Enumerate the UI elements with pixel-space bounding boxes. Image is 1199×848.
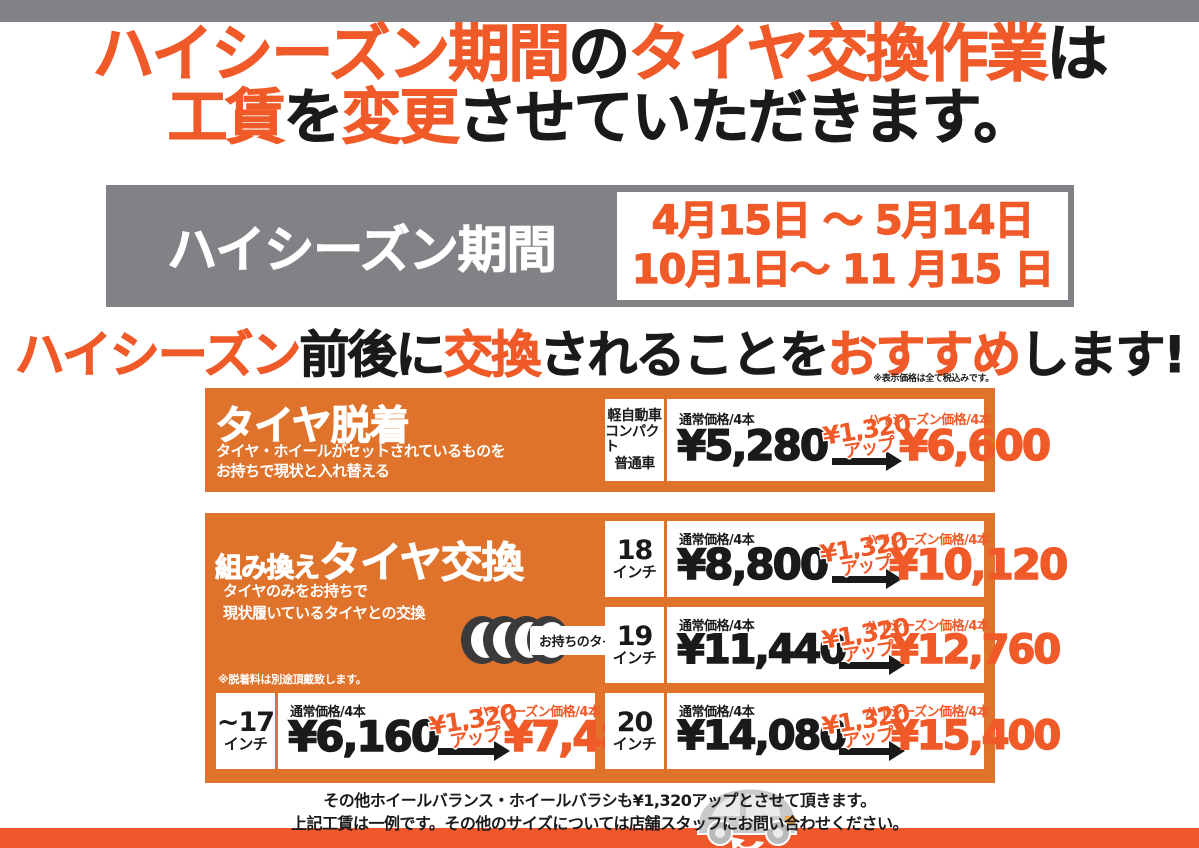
price-group: 通常価格/4本 ¥6,160 ¥1,320 アップ ハイシーズン価格/4本 ¥7… (278, 693, 657, 769)
price-arrow-icon (839, 741, 905, 761)
normal-price-label: 通常価格/4本 (679, 705, 755, 720)
headline-seg-3: タイヤ交換作業 (628, 17, 1049, 90)
size-cell: ~17 インチ (216, 693, 278, 769)
price-box-19inch: 19 インチ 通常価格/4本 ¥11,440 ¥1,320 アップ ハイシーズン… (605, 607, 1062, 683)
panel-2-subtitle-line-1: タイヤのみをお持ちで (223, 582, 368, 600)
normal-price-value: ¥11,440 (676, 627, 848, 673)
size-line-1: 軽自動車 (607, 407, 663, 424)
price-group: 通常価格/4本 ¥8,800 ¥1,320 アップ ハイシーズン価格/4本 ¥1… (667, 521, 1069, 597)
size-number: 18 (616, 534, 654, 566)
price-arrow-icon (839, 655, 905, 675)
high-price-label: ハイシーズン価格/4本 (865, 533, 990, 548)
panel-2-note: ※脱着料は別途頂戴致します。 (218, 673, 367, 686)
panel-tire-change: 組み換えタイヤ交換 タイヤのみをお持ちで 現状履いているタイヤとの交換 (205, 513, 1069, 783)
panel-2-subtitle: タイヤのみをお持ちで 現状履いているタイヤとの交換 (223, 581, 425, 625)
headline-seg-4: は (1046, 17, 1109, 90)
tax-note: ※表示価格は全て税込みです。 (873, 374, 994, 384)
price-box-17inch: ~17 インチ 通常価格/4本 ¥6,160 ¥1,320 アップ ハイシーズン… (216, 693, 657, 769)
page-title: ハイシーズン期間のタイヤ交換作業は 工賃を変更させていただきます。 (0, 22, 1199, 148)
panel-1-subtitle: タイヤ・ホイールがセットされているものを お持ちで現状と入れ替える (216, 441, 506, 482)
panel-tire-remount: タイヤ脱着 タイヤ・ホイールがセットされているものを お持ちで現状と入れ替える … (205, 388, 1052, 848)
normal-price-value: ¥6,160 (287, 712, 441, 761)
season-date-line-2: 10月1日～ 11 月15 日 (631, 246, 1055, 293)
price-group: 通常価格/4本 ¥11,440 ¥1,320 アップ ハイシーズン価格/4本 ¥… (667, 607, 1062, 683)
size-number: 20 (616, 706, 654, 738)
recommend-seg-4: されることを (539, 326, 830, 385)
recommend-seg-1: ハイシーズン (14, 326, 301, 385)
recommend-seg-5: おすすめ (827, 326, 1022, 385)
size-cell: 19 インチ (605, 607, 667, 683)
high-season-label: ハイシーズン期間 (167, 221, 558, 280)
price-box-kei: 軽自動車 コンパクト 普通車 通常価格/4本 ¥5,280 ¥1,320 アップ… (605, 399, 1052, 481)
recommend-seg-3: 交換 (443, 326, 542, 385)
headline-seg-2: の (568, 17, 631, 90)
footer-line-2: 上記工賃は一例です。その他のサイズについては店舗スタッフにお問い合わせください。 (290, 814, 909, 834)
size-cell: 20 インチ (605, 693, 667, 769)
headline-line-1: ハイシーズン期間のタイヤ交換作業は (0, 22, 1199, 85)
size-number: 19 (616, 620, 654, 652)
headline-seg-5: 工賃 (167, 82, 286, 153)
price-box-18inch: 18 インチ 通常価格/4本 ¥8,800 ¥1,320 アップ ハイシーズン価… (605, 521, 1069, 597)
panel-2-title-small: 組み換え (215, 553, 321, 585)
price-arrow-icon (832, 451, 902, 471)
headline-seg-8: させていただきます。 (457, 82, 1034, 153)
normal-price-value: ¥14,080 (676, 713, 848, 759)
size-unit: インチ (223, 735, 268, 754)
high-price-label: ハイシーズン価格/4本 (476, 705, 601, 720)
normal-price-label: 通常価格/4本 (679, 619, 755, 634)
high-price-label: ハイシーズン価格/4本 (867, 413, 992, 428)
car-illustration-icon (697, 787, 797, 848)
recommend-seg-6: します! (1019, 326, 1187, 385)
high-price-value: ¥15,400 (890, 713, 1062, 759)
headline-seg-1: ハイシーズン期間 (92, 17, 571, 90)
panel-2-title-big: タイヤ交換 (319, 538, 525, 588)
price-box-20inch: 20 インチ 通常価格/4本 ¥14,080 ¥1,320 アップ ハイシーズン… (605, 693, 1062, 769)
panel-1-subtitle-line-1: タイヤ・ホイールがセットされているものを (216, 442, 506, 460)
high-price-value: ¥12,760 (890, 627, 1062, 673)
high-price-label: ハイシーズン価格/4本 (865, 705, 990, 720)
headline-seg-6: を (283, 82, 344, 153)
normal-price-label: 通常価格/4本 (679, 413, 755, 428)
panel-1-title: タイヤ脱着 (215, 403, 411, 450)
price-arrow-icon (832, 569, 902, 589)
headline-line-2: 工賃を変更させていただきます。 (0, 87, 1199, 148)
season-date-line-1: 4月15日 ～ 5月14日 (651, 198, 1035, 245)
bottom-bar (0, 828, 1199, 848)
high-season-period-box: ハイシーズン期間 4月15日 ～ 5月14日 10月1日～ 11 月15 日 (106, 185, 1074, 307)
panel-2-subtitle-line-2: 現状履いているタイヤとの交換 (223, 603, 425, 622)
high-price-value: ¥10,120 (888, 540, 1069, 589)
recommendation-line: ハイシーズン前後に交換されることをおすすめします! (0, 315, 1199, 387)
high-price-value: ¥6,600 (898, 421, 1052, 470)
size-cell: 18 インチ (605, 521, 667, 597)
normal-price-value: ¥5,280 (676, 421, 830, 470)
headline-seg-7: 変更 (341, 82, 460, 153)
size-unit: インチ (612, 735, 657, 754)
panel-2-title: 組み換えタイヤ交換 (215, 529, 525, 590)
size-unit: インチ (612, 563, 657, 582)
normal-price-value: ¥8,800 (676, 540, 830, 589)
price-group: 通常価格/4本 ¥5,280 ¥1,320 アップ ハイシーズン価格/4本 ¥6… (667, 399, 1052, 481)
size-cell: 軽自動車 コンパクト 普通車 (605, 399, 667, 481)
size-line-3: 普通車 (614, 455, 655, 472)
high-season-dates: 4月15日 ～ 5月14日 10月1日～ 11 月15 日 (617, 192, 1068, 300)
high-price-label: ハイシーズン価格/4本 (865, 619, 990, 634)
footer-note: その他ホイールバランス・ホイールバラシも¥1,320アップとさせて頂きます。 上… (0, 789, 1199, 835)
footer-line-1: その他ホイールバランス・ホイールバラシも¥1,320アップとさせて頂きます。 (323, 791, 876, 810)
size-number: ~17 (216, 706, 275, 738)
size-unit: インチ (612, 649, 657, 668)
price-arrow-icon (438, 741, 510, 761)
top-bar (0, 0, 1199, 22)
normal-price-label: 通常価格/4本 (679, 533, 755, 548)
normal-price-label: 通常価格/4本 (290, 705, 366, 720)
recommend-seg-2: 前後に (299, 326, 446, 385)
panel-1-subtitle-line-2: お持ちで現状と入れ替える (216, 462, 390, 481)
price-group: 通常価格/4本 ¥14,080 ¥1,320 アップ ハイシーズン価格/4本 ¥… (667, 693, 1062, 769)
size-line-2: コンパクト (605, 424, 660, 455)
